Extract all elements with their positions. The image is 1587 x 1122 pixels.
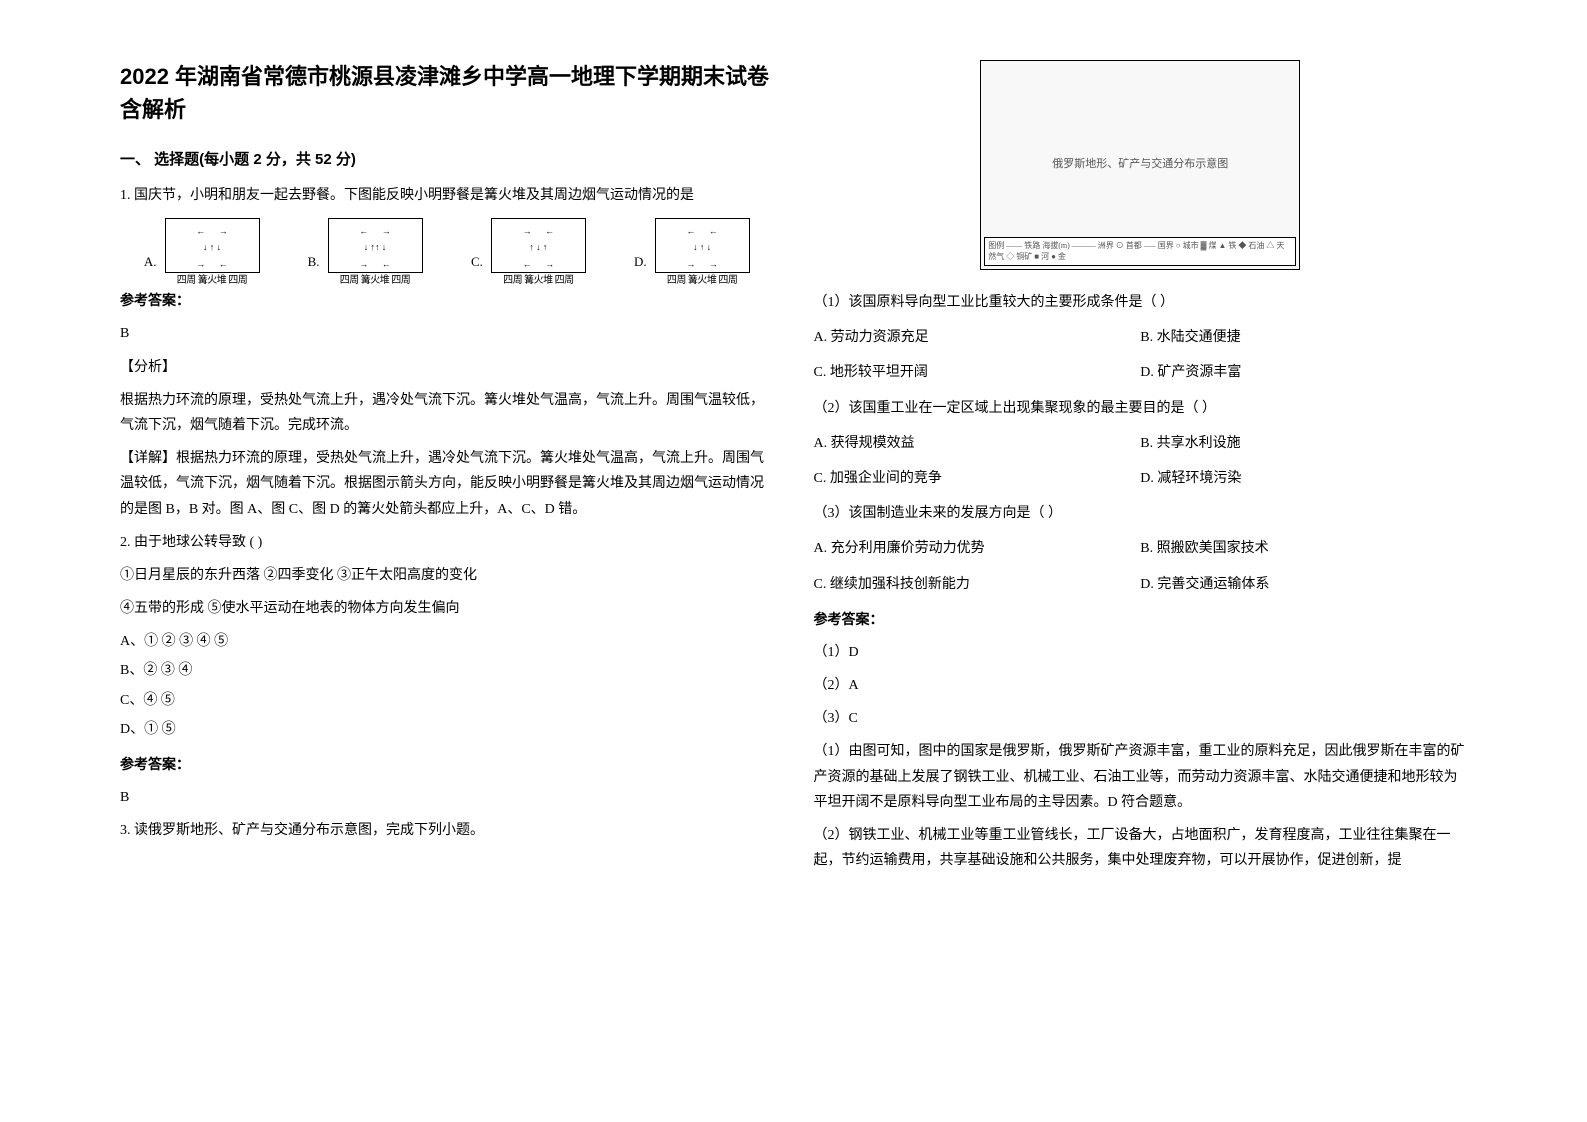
q3-sub3-b: B. 照搬欧美国家技术 <box>1140 536 1467 561</box>
q3-sub2-a: A. 获得规模效益 <box>814 431 1141 456</box>
q3-sub2-b: B. 共享水利设施 <box>1140 431 1467 456</box>
q2-options: A、① ② ③ ④ ⑤ B、② ③ ④ C、④ ⑤ D、① ⑤ <box>120 629 774 742</box>
q3-sub3-row2: C. 继续加强科技创新能力 D. 完善交通运输体系 <box>814 572 1468 597</box>
q3-sub3-d: D. 完善交通运输体系 <box>1140 572 1467 597</box>
q2-line2: ④五带的形成 ⑤使水平运动在地表的物体方向发生偏向 <box>120 596 774 621</box>
diagram-c: C. → ← ↑ ↓ ↑ ← → 四周 篝火堆 四周 <box>447 218 610 273</box>
q2-line1: ①日月星辰的东升西落 ②四季变化 ③正午太阳高度的变化 <box>120 563 774 588</box>
q2-opt-d: D、① ⑤ <box>120 717 774 742</box>
diagram-a-box: ← → ↓ ↑ ↓ → ← 四周 篝火堆 四周 <box>165 218 260 273</box>
q1-ref-heading: 参考答案： <box>120 288 774 313</box>
page-title: 2022 年湖南省常德市桃源县凌津滩乡中学高一地理下学期期末试卷含解析 <box>120 60 774 126</box>
diagram-c-letter: C. <box>471 250 483 273</box>
q3-sub3-q: （3）该国制造业未来的发展方向是（ ） <box>814 501 1468 526</box>
q3-sub1-q: （1）该国原料导向型工业比重较大的主要形成条件是（ ） <box>814 290 1468 315</box>
q3-sub1-row1: A. 劳动力资源充足 B. 水陆交通便捷 <box>814 325 1468 350</box>
q1-analysis-heading: 【分析】 <box>120 355 774 380</box>
q3-ans2: （2）A <box>814 673 1468 698</box>
q2-ref-heading: 参考答案： <box>120 752 774 777</box>
q3-sub1-a: A. 劳动力资源充足 <box>814 325 1141 350</box>
diagram-b: B. ← → ↓ ↑↑ ↓ → ← 四周 篝火堆 四周 <box>283 218 446 273</box>
q3-intro: 3. 读俄罗斯地形、矿产与交通分布示意图，完成下列小题。 <box>120 818 774 843</box>
q3-sub1-d: D. 矿产资源丰富 <box>1140 360 1467 385</box>
q2-opt-c: C、④ ⑤ <box>120 688 774 713</box>
q3-sub1-row2: C. 地形较平坦开阔 D. 矿产资源丰富 <box>814 360 1468 385</box>
q3-sub3-row1: A. 充分利用廉价劳动力优势 B. 照搬欧美国家技术 <box>814 536 1468 561</box>
q3-sub2-row2: C. 加强企业间的竞争 D. 减轻环境污染 <box>814 466 1468 491</box>
diagram-b-letter: B. <box>308 250 320 273</box>
section-1-heading: 一、 选择题(每小题 2 分，共 52 分) <box>120 146 774 173</box>
q3-sub2-q: （2）该国重工业在一定区域上出现集聚现象的最主要目的是（ ） <box>814 396 1468 421</box>
q2-answer: B <box>120 785 774 810</box>
russia-map-figure: 俄罗斯地形、矿产与交通分布示意图 图例 —— 铁路 海拔(m) ——— 洲界 ⊙… <box>980 60 1300 270</box>
q3-sub2-c: C. 加强企业间的竞争 <box>814 466 1141 491</box>
q1-text: 1. 国庆节，小明和朋友一起去野餐。下图能反映小明野餐是篝火堆及其周边烟气运动情… <box>120 183 774 208</box>
q1-analysis: 根据热力环流的原理，受热处气流上升，遇冷处气流下沉。篝火堆处气温高，气流上升。周… <box>120 388 774 438</box>
diagram-b-box: ← → ↓ ↑↑ ↓ → ← 四周 篝火堆 四周 <box>328 218 423 273</box>
q1-answer: B <box>120 321 774 346</box>
q2-text: 2. 由于地球公转导致 ( ) <box>120 530 774 555</box>
diagram-d: D. ← ← ↓ ↑ ↓ → → 四周 篝火堆 四周 <box>610 218 773 273</box>
q3-sub1-c: C. 地形较平坦开阔 <box>814 360 1141 385</box>
right-column: 俄罗斯地形、矿产与交通分布示意图 图例 —— 铁路 海拔(m) ——— 洲界 ⊙… <box>794 60 1488 1062</box>
q2-opt-b: B、② ③ ④ <box>120 658 774 683</box>
q3-ans1: （1）D <box>814 640 1468 665</box>
q3-exp1: （1）由图可知，图中的国家是俄罗斯，俄罗斯矿产资源丰富，重工业的原料充足，因此俄… <box>814 739 1468 815</box>
diagram-a-letter: A. <box>144 250 157 273</box>
q3-sub3-a: A. 充分利用廉价劳动力优势 <box>814 536 1141 561</box>
q3-sub2-row1: A. 获得规模效益 B. 共享水利设施 <box>814 431 1468 456</box>
diagram-a: A. ← → ↓ ↑ ↓ → ← 四周 篝火堆 四周 <box>120 218 283 273</box>
diagram-c-box: → ← ↑ ↓ ↑ ← → 四周 篝火堆 四周 <box>491 218 586 273</box>
q1-diagram-row: A. ← → ↓ ↑ ↓ → ← 四周 篝火堆 四周 B. ← → ↓ ↑↑ ↓… <box>120 218 774 273</box>
map-content-label: 俄罗斯地形、矿产与交通分布示意图 <box>1042 145 1238 185</box>
left-column: 2022 年湖南省常德市桃源县凌津滩乡中学高一地理下学期期末试卷含解析 一、 选… <box>100 60 794 1062</box>
q3-ref-heading: 参考答案： <box>814 607 1468 632</box>
diagram-d-letter: D. <box>634 250 647 273</box>
q3-exp2: （2）钢铁工业、机械工业等重工业管线长，工厂设备大，占地面积广，发育程度高，工业… <box>814 823 1468 873</box>
q3-ans3: （3）C <box>814 706 1468 731</box>
q3-sub2-d: D. 减轻环境污染 <box>1140 466 1467 491</box>
q1-detail: 【详解】根据热力环流的原理，受热处气流上升，遇冷处气流下沉。篝火堆处气温高，气流… <box>120 446 774 522</box>
q3-sub3-c: C. 继续加强科技创新能力 <box>814 572 1141 597</box>
diagram-d-box: ← ← ↓ ↑ ↓ → → 四周 篝火堆 四周 <box>655 218 750 273</box>
map-legend: 图例 —— 铁路 海拔(m) ——— 洲界 ⊙ 首都 ––– 国界 ○ 城市 ▓… <box>984 237 1296 266</box>
q3-sub1-b: B. 水陆交通便捷 <box>1140 325 1467 350</box>
q2-opt-a: A、① ② ③ ④ ⑤ <box>120 629 774 654</box>
